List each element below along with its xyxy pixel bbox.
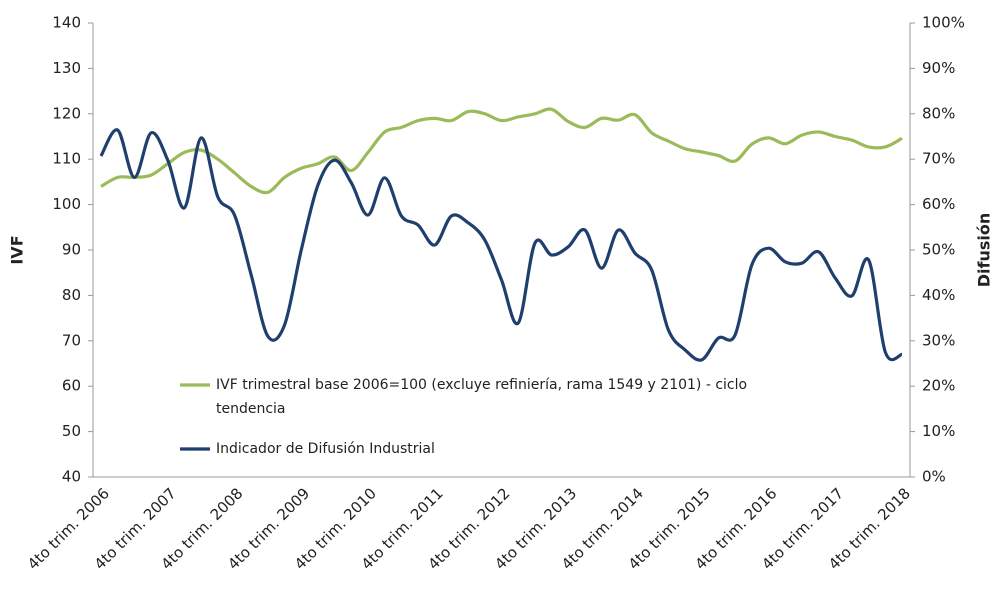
y2-tick-label: 10%	[922, 422, 955, 440]
y-tick-label: 120	[52, 104, 81, 122]
y-tick-label: 60	[62, 377, 81, 395]
y2-tick-label: 30%	[922, 331, 955, 349]
series-line	[100, 107, 903, 195]
y-tick-label: 70	[62, 331, 81, 349]
legend-label: Indicador de Difusión Industrial	[216, 441, 435, 457]
y2-tick-label: 70%	[922, 150, 955, 168]
y-tick-label: 40	[62, 468, 81, 486]
y2-tick-label: 0%	[922, 468, 946, 486]
y-tick-label: 50	[62, 422, 81, 440]
y2-tick-label: 50%	[922, 241, 955, 259]
y-tick-label: 100	[52, 195, 81, 213]
y-axis-label: IVF	[8, 235, 27, 264]
y2-tick-label: 100%	[922, 14, 965, 32]
y2-tick-label: 60%	[922, 195, 955, 213]
y2-axis-label: Difusión	[975, 213, 994, 288]
y-tick-label: 80	[62, 286, 81, 304]
y-tick-label: 140	[52, 14, 81, 32]
y2-tick-label: 40%	[922, 286, 955, 304]
series-line	[99, 128, 903, 362]
y2-tick-label: 80%	[922, 104, 955, 122]
y-tick-label: 130	[52, 59, 81, 77]
y2-tick-label: 20%	[922, 377, 955, 395]
y2-tick-label: 90%	[922, 59, 955, 77]
y-tick-label: 90	[62, 241, 81, 259]
y-tick-label: 110	[52, 150, 81, 168]
legend-label: IVF trimestral base 2006=100 (excluye re…	[216, 377, 747, 417]
